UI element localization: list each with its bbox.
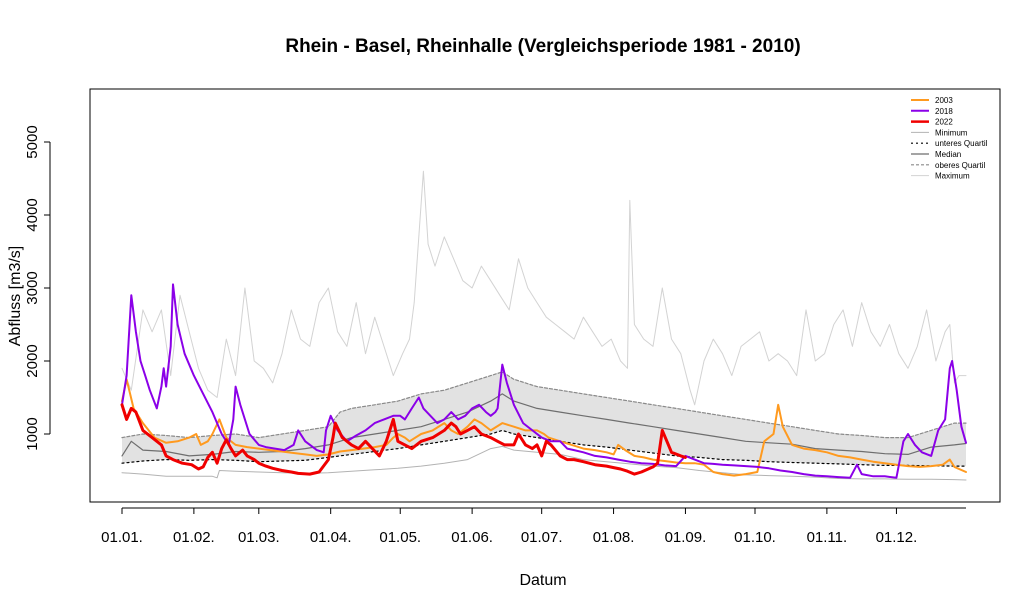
legend-label-oberes-quartil: oberes Quartil xyxy=(935,161,985,170)
y-tick-label-4000: 4000 xyxy=(24,198,41,231)
x-tick-label-01-10: 01.10. xyxy=(734,529,776,546)
plot-frame xyxy=(89,88,1001,503)
y-tick-label-1000: 1000 xyxy=(24,417,41,450)
x-tick-label-01-09: 01.09. xyxy=(665,529,707,546)
axes: 1000 2000 3000 4000 5000 01.01. 01.02. 01.03. 01… xyxy=(24,125,966,546)
y-tick-label-5000: 5000 xyxy=(24,125,41,158)
x-tick-label-01-11: 01.11. xyxy=(807,529,848,546)
series-layer xyxy=(120,170,967,481)
series-line-minimum xyxy=(121,445,967,481)
x-tick-label-01-06: 01.06. xyxy=(451,529,493,546)
legend-label-minimum: Minimum xyxy=(935,128,968,137)
legend-label-2003: 2003 xyxy=(935,96,953,105)
series-line-2022 xyxy=(120,403,687,476)
x-tick-label-01-01: 01.01. xyxy=(101,529,143,546)
x-tick-label-01-08: 01.08. xyxy=(593,529,635,546)
series-line-oberes-quartil xyxy=(121,371,967,439)
x-tick-label-01-12: 01.12. xyxy=(876,529,918,546)
x-tick-label-01-03: 01.03. xyxy=(238,529,280,546)
series-line-median xyxy=(121,393,967,457)
y-axis-label: Abfluss [m3/s] xyxy=(7,246,24,346)
x-axis-label: Datum xyxy=(519,572,566,589)
legend-label-2022: 2022 xyxy=(935,118,953,127)
legend-label-median: Median xyxy=(935,150,961,159)
x-tick-label-01-05: 01.05. xyxy=(379,529,421,546)
y-tick-label-3000: 3000 xyxy=(24,271,41,304)
x-tick-label-01-02: 01.02. xyxy=(173,529,215,546)
legend-label-2018: 2018 xyxy=(935,107,953,116)
legend-label-maximum: Maximum xyxy=(935,172,970,181)
y-tick-label-2000: 2000 xyxy=(24,344,41,377)
series-line-2018 xyxy=(121,283,967,479)
legend-label-unteres-quartil: unteres Quartil xyxy=(935,139,988,148)
chart-title: Rhein - Basel, Rheinhalle (Vergleichsper… xyxy=(285,36,800,57)
x-tick-label-01-04: 01.04. xyxy=(310,529,352,546)
series-line-unteres-quartil xyxy=(121,429,967,467)
x-tick-label-01-07: 01.07. xyxy=(521,529,563,546)
series-line-maximum xyxy=(121,170,967,406)
series-line-2003 xyxy=(121,378,967,477)
